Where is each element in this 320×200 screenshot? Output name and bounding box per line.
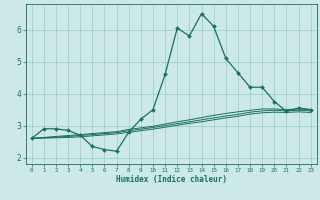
X-axis label: Humidex (Indice chaleur): Humidex (Indice chaleur) xyxy=(116,175,227,184)
